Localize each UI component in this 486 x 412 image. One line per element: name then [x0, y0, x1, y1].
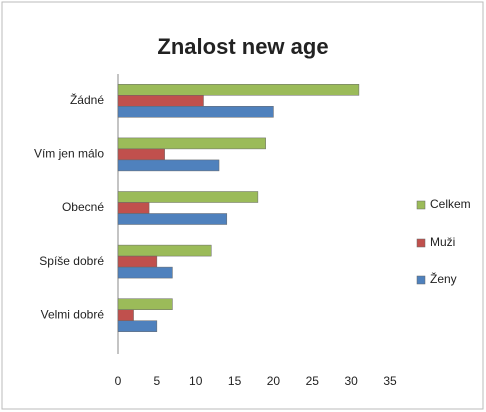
y-tick-label: Spíše dobré	[39, 254, 104, 268]
bar	[117, 191, 259, 203]
y-tick-label: Žádné	[70, 92, 104, 107]
legend-label: Celkem	[430, 197, 471, 211]
legend-swatch	[416, 200, 426, 210]
x-tick-label: 25	[306, 374, 320, 388]
legend-label: Muži	[430, 235, 455, 249]
y-tick-label: Velmi dobré	[41, 307, 105, 321]
bar	[117, 309, 134, 321]
y-tick-label: Obecné	[62, 200, 104, 214]
bar	[117, 137, 266, 150]
bar	[117, 255, 158, 268]
bar	[117, 320, 158, 332]
bar	[117, 202, 150, 214]
x-tick-label: 0	[115, 374, 122, 388]
y-tick-label: Vím jen málo	[34, 147, 104, 161]
bar	[117, 244, 212, 257]
x-tick-label: 10	[189, 374, 203, 388]
bar	[117, 159, 220, 172]
x-tick-label: 5	[154, 374, 161, 388]
x-tick-label: 15	[228, 374, 242, 388]
legend-swatch	[416, 275, 426, 285]
bar	[117, 106, 274, 118]
x-tick-label: 35	[383, 374, 397, 388]
legend-label: Ženy	[430, 271, 457, 286]
bar	[117, 95, 204, 107]
bar	[117, 213, 228, 225]
bar	[117, 298, 173, 310]
x-tick-label: 20	[267, 374, 281, 388]
bar	[117, 84, 360, 96]
legend-swatch	[416, 238, 426, 248]
x-tick-label: 30	[344, 374, 358, 388]
chart-title: Znalost new age	[157, 34, 328, 59]
bar	[117, 266, 173, 279]
bar	[117, 148, 165, 161]
